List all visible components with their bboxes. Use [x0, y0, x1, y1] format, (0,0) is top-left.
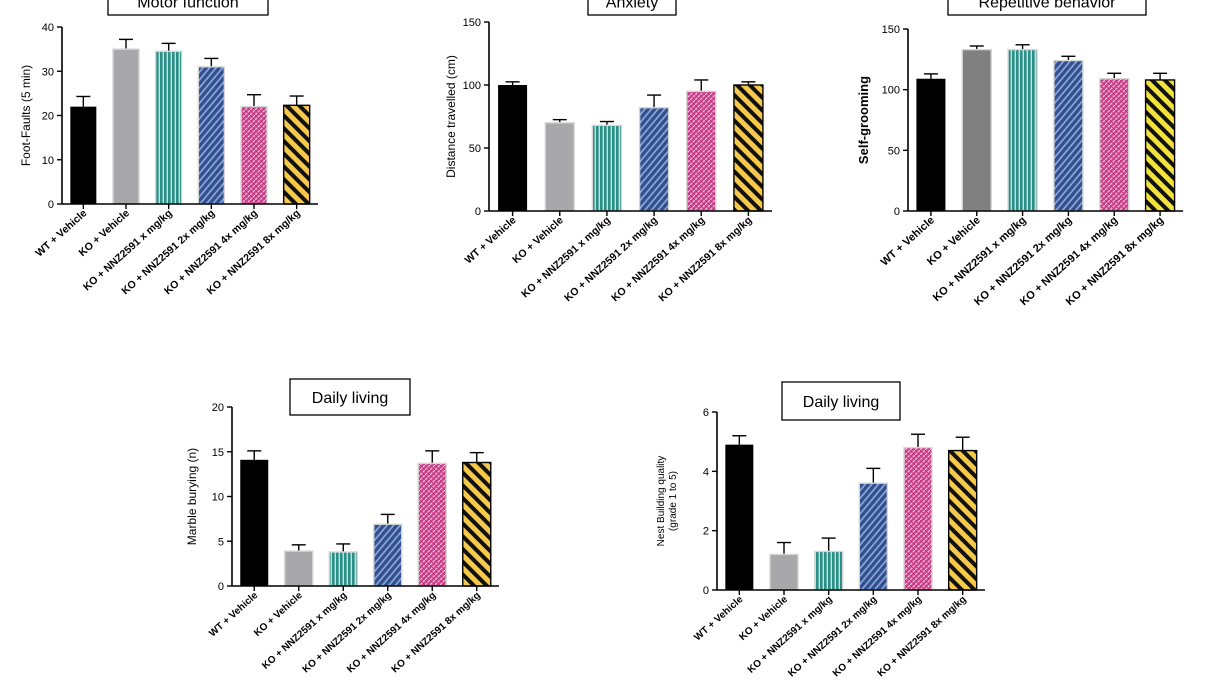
y-tick-label: 2: [703, 526, 709, 538]
x-tick-label: KO + NNZ2591 4x mg/kg: [609, 214, 707, 304]
x-tick-label: KO + NNZ2591 2x mg/kg: [786, 594, 879, 679]
y-tick-label: 0: [475, 206, 481, 218]
bar: [733, 84, 764, 212]
chart-title-box: [781, 381, 901, 421]
y-tick-label: 0: [218, 581, 224, 593]
chart-title: Motor function: [137, 0, 238, 12]
bar: [638, 106, 670, 212]
bar: [1053, 59, 1084, 212]
bar: [417, 462, 447, 587]
chart-title: Daily living: [312, 390, 388, 407]
y-tick-label: 100: [882, 85, 900, 97]
x-tick-label: KO + NNZ2591 8x mg/kg: [876, 594, 969, 679]
y-tick-label: 0: [894, 206, 900, 218]
x-tick-label: KO + NNZ2591 x mg/kg: [519, 214, 613, 300]
bar: [961, 48, 992, 212]
x-tick-label: KO + NNZ2591 8x mg/kg: [390, 590, 483, 675]
y-tick-label: 50: [469, 143, 481, 155]
bar: [858, 482, 889, 591]
y-axis-label: Marble burying (n): [185, 448, 199, 545]
bar: [1099, 78, 1130, 212]
bar: [813, 550, 844, 591]
bar: [916, 78, 946, 211]
chart-title: Anxiety: [606, 0, 658, 12]
bar: [947, 449, 978, 591]
y-tick-label: 100: [463, 80, 481, 92]
bar: [328, 551, 358, 587]
x-tick-label: KO + NNZ2591 x mg/kg: [746, 594, 835, 676]
y-tick-label: 150: [882, 24, 900, 36]
bar: [725, 444, 754, 590]
bar: [373, 523, 403, 587]
x-tick-label: KO + NNZ2591 8x mg/kg: [656, 214, 754, 304]
x-tick-label: KO + NNZ2591 4x mg/kg: [831, 594, 924, 679]
chart-title: Daily living: [803, 394, 879, 411]
y-tick-label: 20: [42, 111, 54, 123]
y-tick-label: 10: [42, 155, 54, 167]
bar: [686, 90, 717, 212]
bar: [1144, 79, 1176, 212]
chart-title-box: [587, 0, 677, 16]
chart-title-box: [947, 0, 1147, 16]
x-tick-label: KO + NNZ2591 4x mg/kg: [345, 590, 438, 675]
y-tick-label: 150: [463, 17, 481, 29]
bar: [591, 124, 623, 212]
y-tick-label: 40: [42, 22, 54, 34]
y-tick-label: 10: [212, 492, 224, 504]
chart-title-box: [289, 378, 411, 416]
y-tick-label: 0: [48, 199, 54, 211]
chart-title-box: [107, 0, 269, 16]
y-axis-label: Self-grooming: [856, 76, 871, 164]
bar: [154, 50, 183, 205]
bar: [240, 105, 268, 205]
bar: [240, 459, 269, 586]
y-tick-label: 0: [703, 585, 709, 597]
bar: [284, 550, 314, 587]
y-axis-label: Nest Building quality(grade 1 to 5): [656, 456, 679, 547]
bar: [197, 66, 226, 205]
y-tick-label: 30: [42, 66, 54, 78]
y-tick-label: 20: [212, 402, 224, 414]
x-tick-label: KO + NNZ2591 x mg/kg: [931, 214, 1029, 304]
bar: [282, 104, 311, 205]
y-tick-label: 5: [218, 536, 224, 548]
y-tick-label: 50: [888, 145, 900, 157]
bar: [70, 106, 97, 204]
bar: [1007, 48, 1038, 212]
bar: [903, 446, 933, 591]
x-tick-label: KO + NNZ2591 8x mg/kg: [1064, 214, 1166, 308]
chart-title: Repetitive behavior: [979, 0, 1117, 12]
y-tick-label: 6: [703, 407, 709, 419]
bar: [498, 85, 528, 211]
y-tick-label: 4: [703, 466, 709, 478]
x-tick-label: KO + NNZ2591 x mg/kg: [260, 590, 349, 672]
x-tick-label: KO + NNZ2591 2x mg/kg: [301, 590, 394, 675]
bar: [544, 122, 575, 212]
bar: [112, 48, 140, 205]
y-axis-label: Distance travelled (cm): [444, 55, 458, 178]
x-tick-label: KO + NNZ2591 2x mg/kg: [562, 214, 660, 304]
y-axis-label: Foot-Faults (5 min): [19, 65, 33, 166]
y-tick-label: 15: [212, 447, 224, 459]
bar: [769, 553, 799, 591]
bar: [462, 461, 492, 587]
